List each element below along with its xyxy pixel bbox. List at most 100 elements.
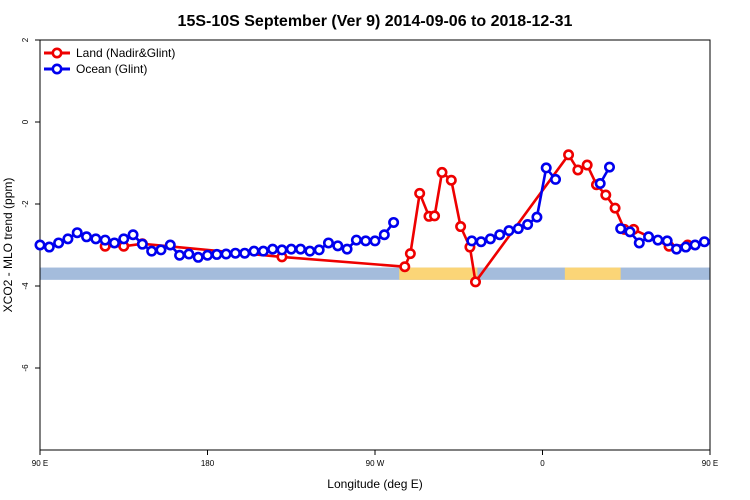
data-point <box>603 161 615 173</box>
data-point <box>211 248 223 260</box>
data-point <box>108 237 120 249</box>
y-tick-label: -4 <box>21 282 30 290</box>
y-axis-label: XCO2 - MLO trend (ppm) <box>1 178 15 313</box>
data-point <box>494 229 506 241</box>
data-point <box>388 216 400 228</box>
land-band-segment <box>564 267 621 280</box>
data-point <box>455 221 467 233</box>
data-point <box>369 235 381 247</box>
data-point <box>81 231 93 243</box>
legend: Land (Nadir&Glint) Ocean (Glint) <box>44 46 175 76</box>
data-point <box>652 234 664 246</box>
data-point <box>581 159 593 171</box>
data-point <box>257 245 269 257</box>
data-point <box>503 225 515 237</box>
data-point <box>229 247 241 259</box>
data-point <box>34 239 46 251</box>
data-point <box>436 166 448 178</box>
data-point <box>414 187 426 199</box>
data-point <box>202 249 214 261</box>
data-point <box>155 244 167 256</box>
data-point <box>600 189 612 201</box>
data-point <box>522 219 534 231</box>
legend-label-land: Land (Nadir&Glint) <box>76 46 175 60</box>
data-point <box>466 235 478 247</box>
data-point <box>594 178 606 190</box>
data-point <box>469 276 481 288</box>
data-point <box>661 235 673 247</box>
data-point <box>572 164 584 176</box>
data-point <box>174 249 186 261</box>
data-point <box>550 173 562 185</box>
y-tick-label: -2 <box>21 200 30 208</box>
data-point <box>633 237 645 249</box>
data-point <box>643 231 655 243</box>
data-point <box>445 174 457 186</box>
x-tick-label: 180 <box>201 459 215 468</box>
data-point <box>609 202 621 214</box>
data-point <box>360 235 372 247</box>
data-point <box>563 149 575 161</box>
data-point <box>670 243 682 255</box>
data-point <box>53 237 65 249</box>
data-point <box>248 245 260 257</box>
data-point <box>350 234 362 246</box>
data-point <box>127 229 139 241</box>
data-point <box>313 244 325 256</box>
data-point <box>332 240 344 252</box>
ocean-band <box>40 267 710 280</box>
data-point <box>689 239 701 251</box>
legend-label-ocean: Ocean (Glint) <box>76 62 147 76</box>
y-axis: 2 0 -2 -4 -6 <box>21 37 40 372</box>
data-point <box>615 223 627 235</box>
data-point <box>146 245 158 257</box>
data-point <box>295 243 307 255</box>
coastline-band <box>40 267 710 280</box>
y-tick-label: -6 <box>21 364 30 372</box>
data-point <box>90 233 102 245</box>
land-band-segment <box>399 267 478 280</box>
x-tick-label: 0 <box>540 459 545 468</box>
ocean-series <box>34 161 710 263</box>
data-point <box>399 261 411 273</box>
data-point <box>378 229 390 241</box>
data-point <box>404 248 416 260</box>
legend-marker-land <box>51 47 63 59</box>
legend-marker-ocean <box>51 63 63 75</box>
data-point <box>118 233 130 245</box>
data-point <box>71 227 83 239</box>
data-point <box>475 236 487 248</box>
data-point <box>192 251 204 263</box>
data-point <box>512 223 524 235</box>
data-point <box>43 241 55 253</box>
data-point <box>304 245 316 257</box>
data-point <box>220 248 232 260</box>
data-point <box>680 241 692 253</box>
data-point <box>99 234 111 246</box>
x-tick-label: 90 E <box>702 459 718 468</box>
chart-title: 15S-10S September (Ver 9) 2014-09-06 to … <box>178 13 573 30</box>
data-point <box>62 233 74 245</box>
data-point <box>239 247 251 259</box>
data-point <box>341 243 353 255</box>
data-point <box>183 248 195 260</box>
data-point <box>484 233 496 245</box>
data-point <box>285 243 297 255</box>
x-tick-label: 90 W <box>366 459 385 468</box>
data-point <box>164 239 176 251</box>
series-layer <box>34 149 710 288</box>
data-point <box>698 236 710 248</box>
data-point <box>624 226 636 238</box>
data-point <box>267 243 279 255</box>
data-point <box>322 237 334 249</box>
y-tick-label: 0 <box>21 119 30 124</box>
x-axis: 90 E 180 90 W 0 90 E <box>32 450 718 468</box>
data-point <box>276 244 288 256</box>
y-tick-label: 2 <box>21 37 30 42</box>
data-point <box>540 162 552 174</box>
data-point <box>531 211 543 223</box>
data-point <box>429 210 441 222</box>
x-tick-label: 90 E <box>32 459 48 468</box>
data-point <box>136 238 148 250</box>
